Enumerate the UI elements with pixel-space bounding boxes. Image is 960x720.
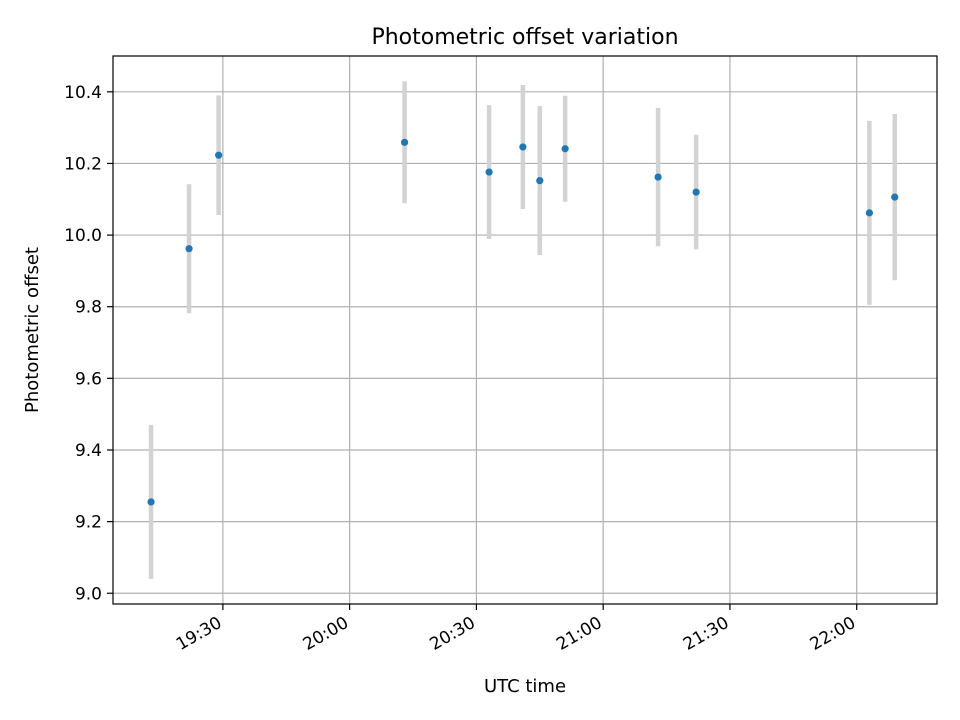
plot-frame [112,55,938,605]
data-point [891,193,899,201]
chart-title: Photometric offset variation [371,25,678,50]
y-axis: 9.0 9.2 9.4 9.6 9.8 10.0 10.2 10.4 [64,83,113,604]
grid [113,56,937,604]
data-point [561,145,569,153]
data-point [536,177,544,185]
data-points [147,138,899,506]
y-tick-label: 10.0 [64,226,102,246]
data-point [215,151,223,159]
data-point [147,498,155,506]
y-tick-label: 9.4 [75,441,102,461]
data-point [185,245,193,253]
x-axis-label: UTC time [484,676,566,697]
y-tick-label: 10.4 [64,83,102,103]
y-axis-label: Photometric offset [22,247,43,413]
y-tick-label: 10.2 [64,154,102,174]
data-point [485,168,493,176]
data-point [519,143,527,151]
data-point [865,209,873,217]
y-tick-label: 9.2 [75,513,102,533]
y-tick-label: 9.6 [75,369,102,389]
data-point [654,173,662,181]
data-point [692,188,700,196]
y-tick-label: 9.8 [75,298,102,318]
data-point [400,138,409,146]
y-tick-label: 9.0 [75,584,102,604]
